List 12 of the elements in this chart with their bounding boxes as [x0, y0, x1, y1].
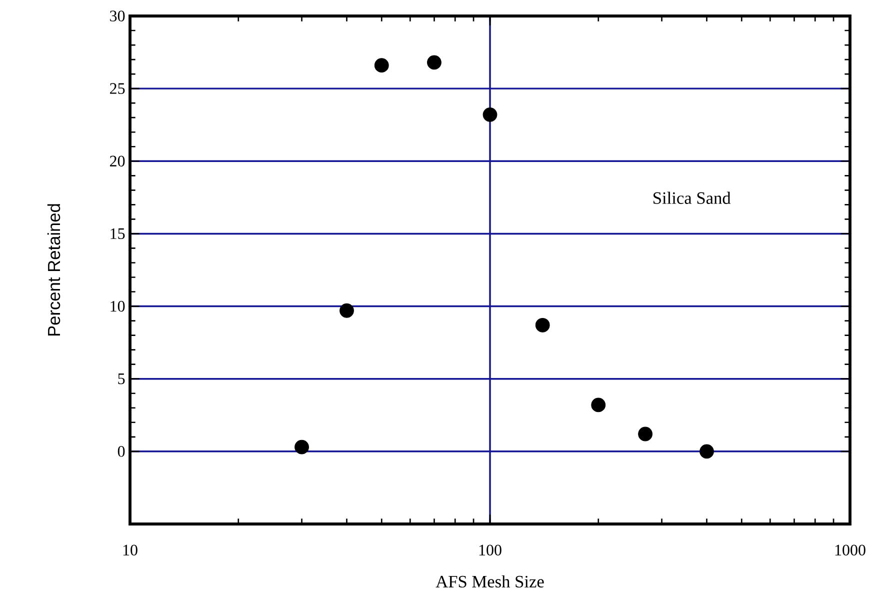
- y-tick-label: 5: [118, 374, 125, 384]
- y-tick-label: 15: [110, 228, 125, 240]
- x-tick-label: 1000: [835, 544, 866, 556]
- x-axis-title: AFS Mesh Size: [436, 575, 544, 588]
- annotation: Silica Sand: [654, 192, 731, 204]
- x-tick-label: 100: [479, 544, 502, 556]
- y-tick-label: 30: [110, 10, 125, 22]
- y-axis-title: Percent Retained: [47, 204, 60, 336]
- y-tick-label: 20: [110, 156, 125, 167]
- y-tick-label: 25: [110, 83, 125, 94]
- y-tick-label: 10: [110, 300, 125, 312]
- y-tick-label: 0: [118, 446, 125, 457]
